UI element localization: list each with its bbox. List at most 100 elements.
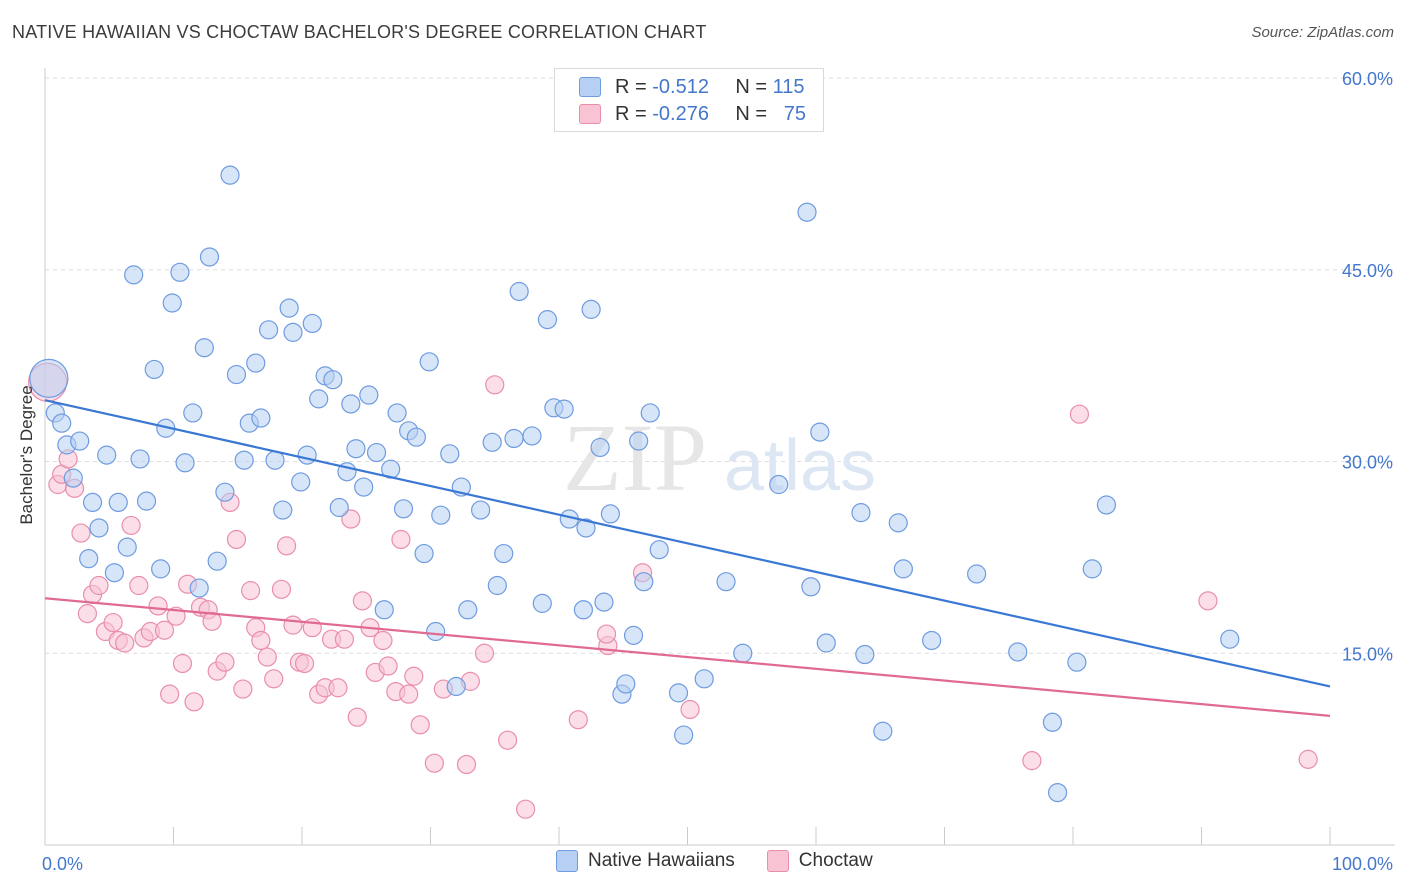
- native-hawaiian-point: [273, 500, 293, 520]
- choctaw-point: [241, 581, 261, 601]
- choctaw-point: [347, 707, 367, 727]
- native-hawaiian-point: [733, 643, 753, 663]
- native-hawaiian-point: [616, 674, 636, 694]
- choctaw-point: [596, 624, 617, 644]
- native-hawaiian-point: [590, 437, 610, 458]
- native-hawaiian-point: [52, 413, 72, 433]
- native-hawaiian-point: [251, 408, 271, 428]
- native-hawaiian-point: [1047, 782, 1068, 803]
- native-hawaiian-point: [189, 578, 209, 598]
- choctaw-point: [328, 678, 348, 698]
- native-hawaiian-point: [1067, 652, 1087, 672]
- choctaw-point: [103, 612, 123, 633]
- native-hawaiian-point: [419, 352, 439, 372]
- choctaw-point: [251, 630, 271, 651]
- native-hawaiian-point: [117, 537, 137, 557]
- choctaw-point: [399, 684, 419, 704]
- choctaw-point: [184, 692, 204, 712]
- native-hawaiian-point: [258, 320, 279, 340]
- legend-r-label: R =: [615, 102, 647, 125]
- choctaw-point: [341, 509, 361, 529]
- source-label: Source: ZipAtlas.com: [1251, 24, 1394, 41]
- native-hawaiian-point: [199, 247, 220, 267]
- native-hawaiian-point: [649, 540, 669, 560]
- native-hawaiian-point: [440, 444, 460, 464]
- bottom-legend-swatch-blue: [556, 850, 578, 872]
- native-hawaiian-point: [522, 426, 542, 446]
- native-hawaiian-point: [309, 389, 329, 409]
- native-hawaiian-point: [283, 322, 303, 342]
- native-hawaiian-point: [108, 492, 128, 513]
- y-tick-label: 30.0%: [1342, 453, 1393, 473]
- native-hawaiian-point: [922, 630, 942, 651]
- native-hawaiian-point: [623, 625, 644, 645]
- native-hawaiian-point: [471, 500, 491, 520]
- y-axis-label: Bachelor's Degree: [17, 385, 36, 524]
- legend-row-choctaw: R = -0.276 N = 75: [579, 101, 806, 127]
- legend-r-value: -0.512: [652, 75, 709, 98]
- native-hawaiian-point: [414, 543, 434, 564]
- native-hawaiian-point: [170, 262, 190, 282]
- native-hawaiian-point: [855, 644, 875, 665]
- choctaw-point: [568, 710, 588, 730]
- choctaw-point: [391, 529, 411, 550]
- native-hawaiian-point: [888, 513, 908, 533]
- native-hawaiian-point: [183, 403, 203, 423]
- choctaw-point: [334, 629, 355, 649]
- native-hawaiian-point: [426, 621, 446, 642]
- chart-title: NATIVE HAWAIIAN VS CHOCTAW BACHELOR'S DE…: [12, 22, 707, 42]
- native-hawaiian-point: [279, 298, 299, 318]
- native-hawaiian-point: [234, 450, 254, 470]
- native-hawaiian-point: [63, 468, 83, 488]
- choctaw-point: [115, 633, 135, 653]
- legend-r-label: R =: [615, 75, 647, 98]
- tick-labels: 15.0% 30.0% 45.0% 60.0% 0.0% 100.0%: [42, 69, 1393, 874]
- native-hawaiian-point: [144, 359, 164, 380]
- native-hawaiian-point: [801, 577, 821, 597]
- choctaw-point: [215, 652, 235, 672]
- choctaw-point: [1069, 404, 1090, 424]
- choctaw-point: [1022, 751, 1042, 771]
- choctaw-point: [283, 615, 303, 635]
- native-hawaiian-point: [194, 338, 214, 358]
- native-hawaiian-point: [494, 543, 514, 564]
- native-hawaiian-point: [431, 505, 451, 525]
- native-hawaiian-point: [629, 431, 649, 451]
- axes: [44, 68, 1395, 846]
- native-hawaiian-point: [640, 403, 660, 423]
- native-hawaiian-point: [600, 504, 621, 524]
- choctaw-point: [148, 596, 168, 616]
- choctaw-point: [456, 754, 477, 775]
- bottom-legend-swatch-pink: [766, 850, 789, 872]
- choctaw-point: [498, 730, 518, 750]
- native-hawaiian-point: [554, 399, 574, 419]
- choctaw-point: [276, 536, 297, 556]
- legend: R = -0.512 N = 115 R = -0.276 N = 75: [554, 68, 824, 132]
- choctaw-point: [154, 620, 175, 640]
- y-tick-label: 60.0%: [1342, 69, 1393, 89]
- choctaw-point: [271, 579, 292, 599]
- choctaw-point: [264, 669, 284, 689]
- legend-n-value: 75: [783, 102, 806, 125]
- native-hawaiian-point: [354, 477, 374, 497]
- native-hawaiian-point: [446, 676, 466, 697]
- choctaw-points: [27, 362, 1318, 819]
- choctaw-point: [352, 591, 372, 611]
- native-hawaiian-point: [82, 492, 103, 513]
- native-hawaiian-point: [136, 491, 157, 511]
- choctaw-point: [89, 575, 109, 596]
- native-hawaiian-point: [694, 669, 714, 689]
- native-hawaiian-point: [967, 564, 987, 584]
- native-hawaiian-point: [97, 445, 117, 465]
- choctaw-point: [1298, 749, 1318, 769]
- native-hawaiian-point: [246, 353, 266, 373]
- choctaw-point: [160, 684, 180, 704]
- trend-lines: [44, 399, 1331, 717]
- native-hawaiian-point: [797, 202, 817, 222]
- choctaw-point: [680, 699, 700, 720]
- bottom-legend: Native Hawaiians Choctaw: [556, 850, 905, 872]
- bottom-legend-choctaw: Choctaw: [766, 850, 873, 872]
- native-hawaiian-point: [458, 600, 478, 620]
- x-tick-label: 0.0%: [42, 854, 83, 874]
- native-hawaiian-point: [215, 482, 235, 502]
